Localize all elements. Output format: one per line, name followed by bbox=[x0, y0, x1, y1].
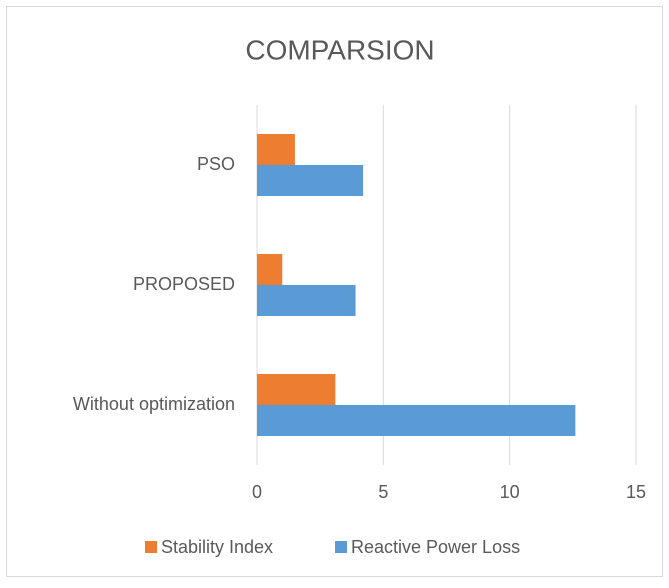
bar bbox=[257, 254, 283, 285]
chart-title: COMPARSION bbox=[245, 34, 434, 65]
x-tick-label: 10 bbox=[500, 482, 520, 502]
bar bbox=[257, 285, 356, 316]
y-tick-label: PSO bbox=[197, 154, 235, 174]
legend-label: Stability Index bbox=[161, 537, 273, 557]
bar bbox=[257, 165, 364, 196]
legend-swatch bbox=[335, 541, 347, 553]
x-tick-label: 0 bbox=[252, 482, 262, 502]
x-tick-label: 5 bbox=[378, 482, 388, 502]
y-tick-label: Without optimization bbox=[73, 394, 235, 414]
legend-label: Reactive Power Loss bbox=[351, 537, 520, 557]
legend-swatch bbox=[145, 541, 157, 553]
x-tick-label: 15 bbox=[626, 482, 646, 502]
bar bbox=[257, 374, 336, 405]
bar bbox=[257, 134, 295, 165]
y-tick-label: PROPOSED bbox=[133, 274, 235, 294]
bar bbox=[257, 405, 576, 436]
